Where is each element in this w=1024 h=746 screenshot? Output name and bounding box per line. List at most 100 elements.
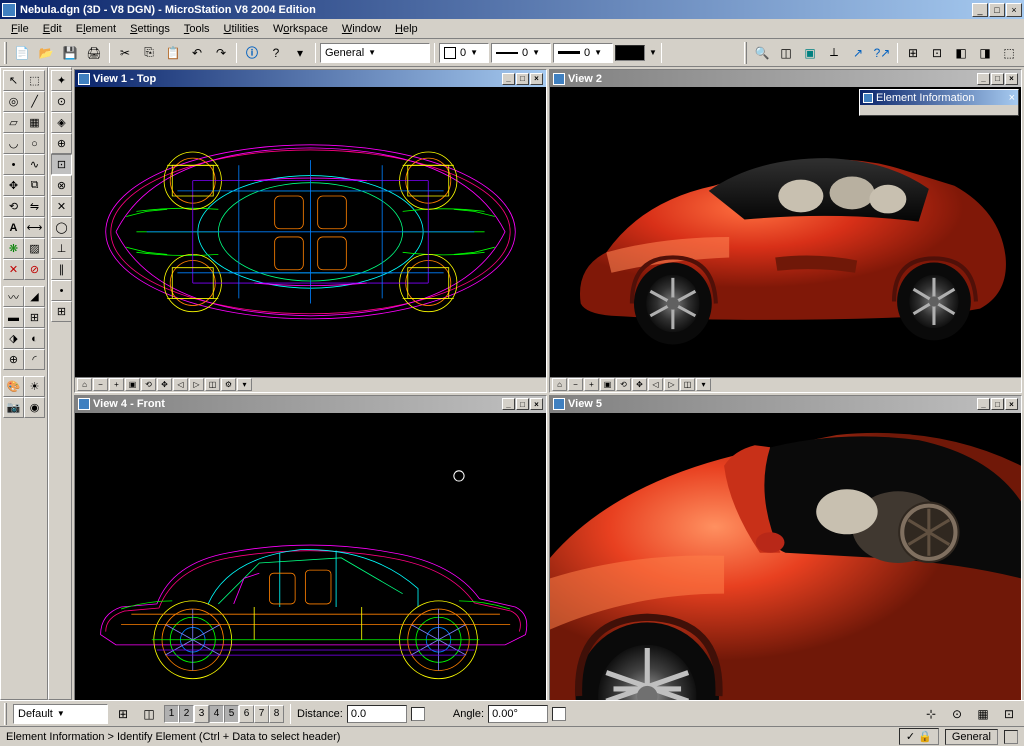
dimension-tool-icon[interactable]: ⟷ bbox=[24, 217, 45, 238]
vp-minus-icon[interactable]: − bbox=[568, 378, 583, 391]
status-resize-grip[interactable] bbox=[1004, 730, 1018, 744]
curve-tool-icon[interactable]: ∿ bbox=[24, 154, 45, 175]
viewport-4-canvas[interactable] bbox=[75, 413, 546, 700]
paste-icon[interactable]: 📋 bbox=[162, 42, 184, 64]
vp-home-icon[interactable]: ⌂ bbox=[77, 378, 92, 391]
redo-icon[interactable]: ↷ bbox=[210, 42, 232, 64]
open-file-icon[interactable]: 📂 bbox=[35, 42, 57, 64]
menu-settings[interactable]: Settings bbox=[123, 21, 177, 37]
viewport-max-icon[interactable]: □ bbox=[516, 398, 529, 410]
tool-d-icon[interactable]: ◨ bbox=[974, 42, 996, 64]
element-info-panel[interactable]: Element Information × bbox=[859, 89, 1019, 116]
menu-workspace[interactable]: Workspace bbox=[266, 21, 335, 37]
view-num-4[interactable]: 4 bbox=[209, 705, 224, 723]
view-num-6[interactable]: 6 bbox=[239, 705, 254, 723]
linestyle-combo[interactable]: 0 ▼ bbox=[491, 43, 551, 63]
snap-perp-icon[interactable]: ⊥ bbox=[51, 238, 72, 259]
menu-element[interactable]: Element bbox=[69, 21, 123, 37]
extrude-tool-icon[interactable]: ⬗ bbox=[3, 328, 24, 349]
toolbar-grip[interactable] bbox=[4, 42, 7, 64]
mirror-tool-icon[interactable]: ⇋ bbox=[24, 196, 45, 217]
dropdown-icon[interactable]: ▾ bbox=[289, 42, 311, 64]
vp-fit-icon[interactable]: ▣ bbox=[125, 378, 140, 391]
info-icon[interactable]: ⓘ bbox=[241, 42, 263, 64]
grid-tool-icon[interactable]: ▦ bbox=[24, 112, 45, 133]
view-num-3[interactable]: 3 bbox=[194, 705, 209, 723]
tool-c-icon[interactable]: ◧ bbox=[950, 42, 972, 64]
accudraw-icon[interactable]: ⊹ bbox=[920, 703, 942, 725]
vp-prev-icon[interactable]: ◁ bbox=[648, 378, 663, 391]
modify-tool-icon[interactable]: ⊘ bbox=[24, 259, 45, 280]
fence-tool-icon[interactable]: ⬚ bbox=[24, 70, 45, 91]
viewport-min-icon[interactable]: _ bbox=[977, 73, 990, 85]
print-icon[interactable]: 🖨 bbox=[83, 42, 105, 64]
distance-lock-checkbox[interactable] bbox=[411, 707, 425, 721]
viewport-min-icon[interactable]: _ bbox=[502, 398, 515, 410]
viewport-5-canvas[interactable] bbox=[550, 413, 1021, 700]
view-num-7[interactable]: 7 bbox=[254, 705, 269, 723]
status-lock[interactable]: ✓ 🔒 bbox=[899, 728, 939, 745]
view-group-icon[interactable]: ⊞ bbox=[112, 703, 134, 725]
minimize-button[interactable]: _ bbox=[972, 3, 988, 17]
viewport-1-titlebar[interactable]: View 1 - Top _ □ × bbox=[75, 70, 546, 87]
mesh-tool-icon[interactable]: ⊞ bbox=[24, 307, 45, 328]
move-tool-icon[interactable]: ✥ bbox=[3, 175, 24, 196]
menu-utilities[interactable]: Utilities bbox=[217, 21, 266, 37]
vp-more-icon[interactable]: ▾ bbox=[237, 378, 252, 391]
render-tool-icon[interactable]: 🎨 bbox=[3, 376, 24, 397]
view-tool-icon[interactable]: ◎ bbox=[3, 91, 24, 112]
menu-help[interactable]: Help bbox=[388, 21, 425, 37]
color-swatch[interactable] bbox=[615, 45, 645, 61]
query-icon[interactable]: ?↗ bbox=[871, 42, 893, 64]
layer-combo[interactable]: General ▼ bbox=[320, 43, 430, 63]
spline-tool-icon[interactable]: 〰 bbox=[3, 286, 24, 307]
cut-icon[interactable]: ✂ bbox=[114, 42, 136, 64]
snap-multi-icon[interactable]: ⊞ bbox=[51, 301, 72, 322]
viewport-max-icon[interactable]: □ bbox=[516, 73, 529, 85]
locks-icon[interactable]: ▦ bbox=[972, 703, 994, 725]
tool-a-icon[interactable]: ⊞ bbox=[902, 42, 924, 64]
snap-parallel-icon[interactable]: ∥ bbox=[51, 259, 72, 280]
arrow-tool-icon[interactable]: ↗ bbox=[847, 42, 869, 64]
viewport-min-icon[interactable]: _ bbox=[977, 398, 990, 410]
viewport-1-canvas[interactable] bbox=[75, 87, 546, 377]
maximize-button[interactable]: □ bbox=[989, 3, 1005, 17]
material-tool-icon[interactable]: ◉ bbox=[24, 397, 45, 418]
viewport-close-icon[interactable]: × bbox=[1005, 398, 1018, 410]
measure-icon[interactable]: ⟂ bbox=[823, 42, 845, 64]
3d-cube-icon[interactable]: ◫ bbox=[775, 42, 797, 64]
help-icon[interactable]: ? bbox=[265, 42, 287, 64]
vp-plus-icon[interactable]: + bbox=[109, 378, 124, 391]
vp-more-icon[interactable]: ▾ bbox=[696, 378, 711, 391]
viewport-max-icon[interactable]: □ bbox=[991, 398, 1004, 410]
tool-b-icon[interactable]: ⊡ bbox=[926, 42, 948, 64]
vp-minus-icon[interactable]: − bbox=[93, 378, 108, 391]
menu-edit[interactable]: Edit bbox=[36, 21, 69, 37]
view-num-8[interactable]: 8 bbox=[269, 705, 284, 723]
copy-tool-icon[interactable]: ⧉ bbox=[24, 175, 45, 196]
copy-icon[interactable]: ⎘ bbox=[138, 42, 160, 64]
tool-e-icon[interactable]: ⬚ bbox=[998, 42, 1020, 64]
arc-tool-icon[interactable]: ◡ bbox=[3, 133, 24, 154]
close-button[interactable]: × bbox=[1006, 3, 1022, 17]
menu-window[interactable]: Window bbox=[335, 21, 388, 37]
distance-input[interactable]: 0.0 bbox=[347, 705, 407, 723]
polygon-tool-icon[interactable]: ▱ bbox=[3, 112, 24, 133]
surface-tool-icon[interactable]: ◢ bbox=[24, 286, 45, 307]
snap-keypoint-icon[interactable]: ✦ bbox=[51, 70, 72, 91]
vp-prev-icon[interactable]: ◁ bbox=[173, 378, 188, 391]
vp-plus-icon[interactable]: + bbox=[584, 378, 599, 391]
fillet-tool-icon[interactable]: ◜ bbox=[24, 349, 45, 370]
snap-intersect-icon[interactable]: ✕ bbox=[51, 196, 72, 217]
point-tool-icon[interactable]: • bbox=[3, 154, 24, 175]
save-icon[interactable]: 💾 bbox=[59, 42, 81, 64]
vp-home-icon[interactable]: ⌂ bbox=[552, 378, 567, 391]
vp-setup-icon[interactable]: ⚙ bbox=[221, 378, 236, 391]
viewport-close-icon[interactable]: × bbox=[1005, 73, 1018, 85]
vp-rotate-icon[interactable]: ⟲ bbox=[616, 378, 631, 391]
vp-fit-icon[interactable]: ▣ bbox=[600, 378, 615, 391]
viewport-close-icon[interactable]: × bbox=[530, 398, 543, 410]
text-tool-icon[interactable]: A bbox=[3, 217, 24, 238]
rotate-tool-icon[interactable]: ⟲ bbox=[3, 196, 24, 217]
view-num-2[interactable]: 2 bbox=[179, 705, 194, 723]
